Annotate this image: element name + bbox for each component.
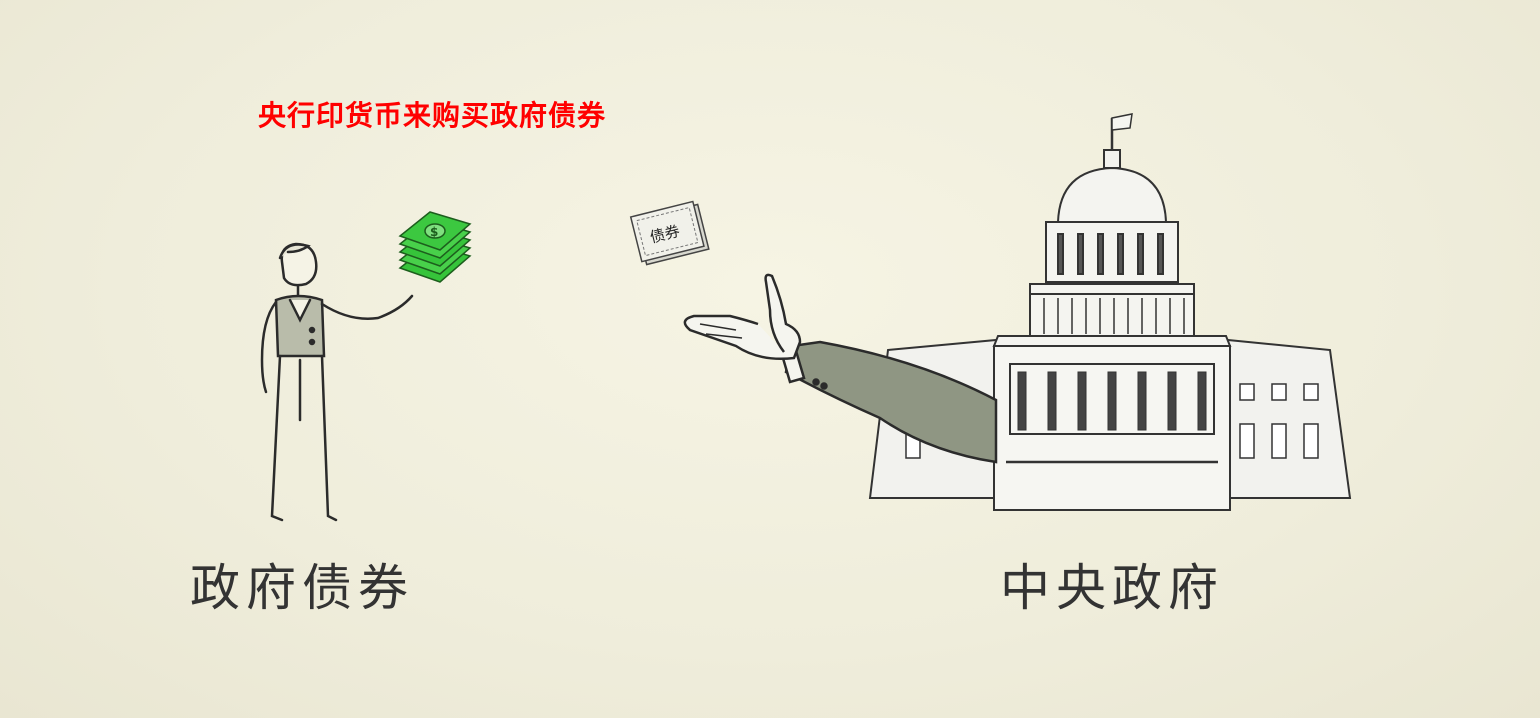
person-figure — [260, 242, 414, 522]
government-arm — [683, 273, 998, 464]
money-symbol: $ — [430, 225, 438, 239]
caption-text: 央行印货币来购买政府债券 — [258, 99, 607, 132]
bond-certificate-icon — [629, 200, 710, 266]
left-label: 政府债券 — [190, 559, 414, 617]
right-label: 中央政府 — [1000, 559, 1224, 617]
capitol-building — [868, 113, 1352, 511]
money-stack-icon — [398, 211, 472, 283]
